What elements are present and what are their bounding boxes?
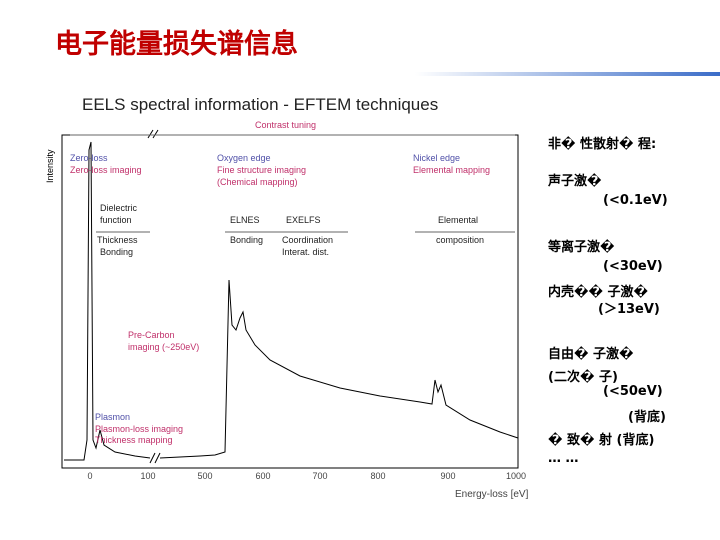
x-tick-label: 100 — [140, 471, 155, 481]
spectrum-part1 — [64, 141, 151, 461]
note: (<0.1eV) — [603, 193, 668, 208]
note: 内壳�� 子激� — [548, 285, 648, 300]
annotation: Dielectric — [100, 203, 138, 213]
annotation: Nickel edge — [413, 153, 460, 163]
annotation: Contrast tuning — [255, 120, 316, 130]
arrows — [70, 134, 515, 233]
note: 声子激� — [548, 174, 602, 189]
annotation: Thickness — [97, 235, 138, 245]
annotation: Interat. dist. — [282, 247, 329, 257]
annotation: Plasmon — [95, 412, 130, 422]
note: (<30eV) — [603, 259, 663, 274]
note: (<50eV) — [603, 384, 663, 399]
x-tick-label: 800 — [370, 471, 385, 481]
annotation: Zero-loss — [70, 153, 108, 163]
annotation: ELNES — [230, 215, 260, 225]
axis-break — [147, 129, 161, 464]
note: (＞13eV) — [598, 302, 660, 317]
annotation: Plasmon-loss imaging — [95, 424, 183, 434]
x-tick-label: 700 — [312, 471, 327, 481]
x-tick-label: 0 — [87, 471, 92, 481]
annotation: Oxygen edge — [217, 153, 271, 163]
note: 自由� 子激� — [548, 347, 634, 362]
note: � 致� 射 (背底) — [548, 433, 655, 448]
annotation: (Chemical mapping) — [217, 177, 298, 187]
x-tick-label: 500 — [197, 471, 212, 481]
title-rule — [415, 72, 720, 76]
x-tick-label: 600 — [255, 471, 270, 481]
note: 非� 性散射� 程: — [548, 137, 657, 152]
figure: EELS spectral information - EFTEM techni… — [45, 95, 529, 500]
annotation: Thickness mapping — [95, 435, 173, 445]
x-tick-label: 900 — [440, 471, 455, 481]
slide-title: 电子能量损失谱信息 — [55, 29, 298, 60]
annotation: Elemental — [438, 215, 478, 225]
annotation: Bonding — [230, 235, 263, 245]
note: 等离子激� — [548, 240, 615, 255]
annotation: Coordination — [282, 235, 333, 245]
annotation: EXELFS — [286, 215, 321, 225]
figure-title: EELS spectral information - EFTEM techni… — [82, 95, 438, 114]
note: … … — [548, 451, 579, 466]
annotation: Fine structure imaging — [217, 165, 306, 175]
annotation: Elemental mapping — [413, 165, 490, 175]
annotation: composition — [436, 235, 484, 245]
x-tick-label: 1000 — [506, 471, 526, 481]
note: (背底) — [628, 410, 666, 425]
annotation: function — [100, 215, 132, 225]
annotation: Zero-loss imaging — [70, 165, 142, 175]
y-axis-label: Intensity — [45, 149, 55, 183]
spectrum-part2 — [159, 279, 519, 459]
note: (二次� 子) — [548, 370, 618, 385]
annotation: Bonding — [100, 247, 133, 257]
annotation: imaging (~250eV) — [128, 342, 199, 352]
x-axis-label: Energy-loss [eV] — [455, 489, 529, 500]
annotation: Pre-Carbon — [128, 330, 175, 340]
